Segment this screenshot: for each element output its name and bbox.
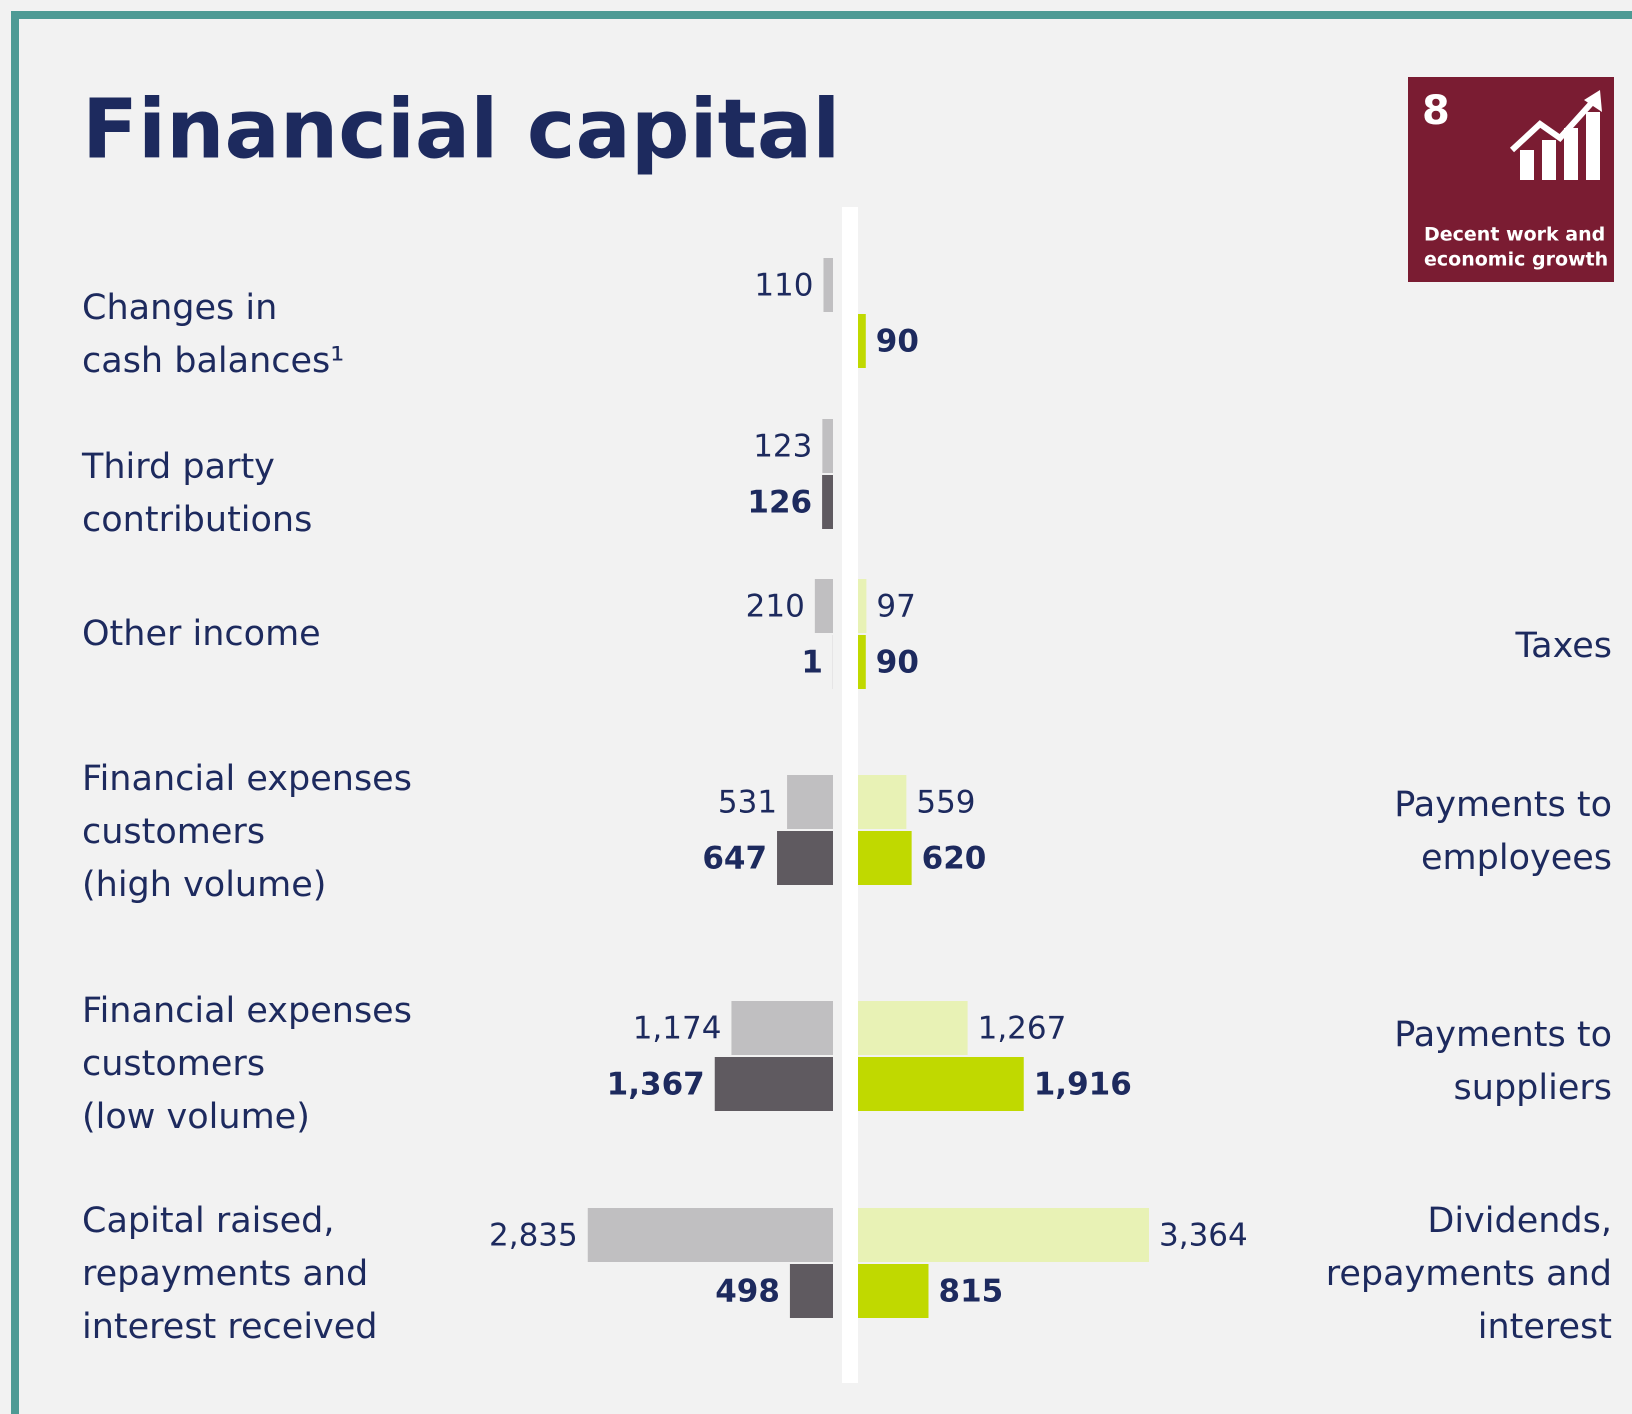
bar <box>858 1208 1149 1262</box>
value-label: 620 <box>922 841 987 877</box>
category-label: Financial expenses <box>82 991 412 1031</box>
badge-text: economic growth <box>1424 249 1608 271</box>
category-label: (low volume) <box>82 1097 310 1137</box>
bar <box>823 258 833 312</box>
bar <box>787 775 833 829</box>
bar <box>714 1057 833 1111</box>
right-category-label: repayments and <box>1326 1254 1612 1294</box>
bar <box>858 579 867 633</box>
category-label: (high volume) <box>82 865 326 905</box>
center-line <box>842 207 858 1383</box>
right-category-label: suppliers <box>1454 1068 1612 1108</box>
value-label: 1 <box>801 645 823 681</box>
value-label: 90 <box>876 645 919 681</box>
category-label: contributions <box>82 500 312 540</box>
value-label: 1,267 <box>978 1011 1067 1047</box>
value-label: 1,174 <box>633 1011 722 1047</box>
category-label: cash balances¹ <box>82 341 344 381</box>
bar <box>822 475 833 529</box>
category-label: Capital raised, <box>82 1201 335 1241</box>
value-label: 3,364 <box>1159 1218 1248 1254</box>
bar <box>814 579 833 633</box>
value-label: 815 <box>939 1274 1004 1310</box>
badge-number: 8 <box>1422 88 1450 134</box>
bar <box>777 831 833 885</box>
value-label: 110 <box>754 268 813 304</box>
category-label: interest received <box>82 1307 378 1347</box>
value-label: 123 <box>753 429 812 465</box>
category-label: Other income <box>82 614 321 654</box>
category-label: Changes in <box>82 288 277 328</box>
bar <box>858 1001 968 1055</box>
bar <box>858 314 866 368</box>
value-label: 2,835 <box>489 1218 578 1254</box>
right-category-label: employees <box>1421 838 1612 878</box>
bar <box>858 635 866 689</box>
badge: 8 Decent work and economic growth <box>1408 77 1614 282</box>
right-category-label: interest <box>1478 1307 1612 1347</box>
right-category-label: Payments to <box>1394 785 1612 825</box>
value-label: 210 <box>746 589 805 625</box>
value-label: 531 <box>718 785 777 821</box>
value-label: 1,367 <box>607 1067 705 1103</box>
badge-text: Decent work and <box>1424 224 1605 246</box>
bar <box>822 419 833 473</box>
category-label: repayments and <box>82 1254 368 1294</box>
value-label: 90 <box>876 324 919 360</box>
bar <box>587 1208 833 1262</box>
chart-title: Financial capital <box>82 82 840 177</box>
bar <box>858 775 907 829</box>
right-category-label: Dividends, <box>1427 1201 1612 1241</box>
bar <box>858 1057 1024 1111</box>
value-label: 126 <box>747 485 812 521</box>
value-label: 1,916 <box>1034 1067 1132 1103</box>
value-label: 647 <box>702 841 767 877</box>
right-category-label: Payments to <box>1394 1015 1612 1055</box>
value-label: 498 <box>715 1274 780 1310</box>
right-category-label: Taxes <box>1515 626 1612 666</box>
value-label: 559 <box>916 785 975 821</box>
category-label: customers <box>82 1044 265 1084</box>
badge-box <box>1408 77 1614 282</box>
value-label: 97 <box>876 589 915 625</box>
bar <box>858 831 912 885</box>
category-label: customers <box>82 812 265 852</box>
bar <box>789 1264 833 1318</box>
badge-icon <box>1509 90 1602 180</box>
bar <box>731 1001 833 1055</box>
bar <box>858 1264 929 1318</box>
frame <box>11 11 1632 1414</box>
category-label: Third party <box>81 447 275 487</box>
category-label: Financial expenses <box>82 759 412 799</box>
